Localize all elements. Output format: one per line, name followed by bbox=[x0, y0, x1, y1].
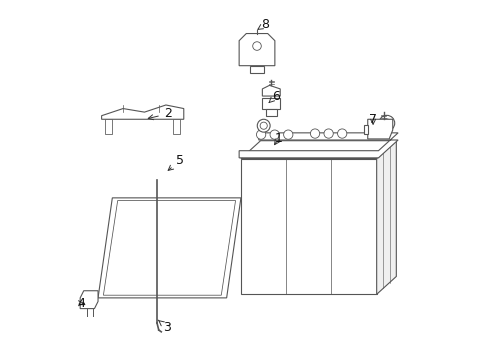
Polygon shape bbox=[376, 141, 395, 294]
Circle shape bbox=[256, 130, 265, 139]
Circle shape bbox=[382, 119, 390, 127]
Circle shape bbox=[378, 115, 394, 131]
Polygon shape bbox=[262, 98, 280, 109]
Circle shape bbox=[257, 119, 269, 132]
Polygon shape bbox=[364, 125, 367, 134]
Circle shape bbox=[260, 122, 267, 129]
Text: 6: 6 bbox=[268, 90, 279, 103]
Polygon shape bbox=[239, 133, 397, 158]
Text: 2: 2 bbox=[148, 107, 171, 120]
Circle shape bbox=[310, 129, 319, 138]
Polygon shape bbox=[102, 105, 183, 119]
Polygon shape bbox=[173, 119, 180, 134]
Text: 4: 4 bbox=[77, 297, 85, 310]
Text: 3: 3 bbox=[158, 320, 171, 334]
Circle shape bbox=[337, 129, 346, 138]
Text: 1: 1 bbox=[274, 132, 282, 145]
Polygon shape bbox=[265, 109, 276, 116]
Polygon shape bbox=[249, 66, 264, 73]
Circle shape bbox=[283, 130, 292, 139]
Text: 8: 8 bbox=[257, 18, 269, 31]
Polygon shape bbox=[241, 141, 395, 158]
Text: 7: 7 bbox=[368, 113, 376, 126]
Polygon shape bbox=[80, 291, 98, 309]
Polygon shape bbox=[239, 33, 274, 66]
Circle shape bbox=[324, 129, 333, 138]
Text: 5: 5 bbox=[168, 154, 184, 170]
Circle shape bbox=[269, 130, 279, 139]
Polygon shape bbox=[241, 158, 376, 294]
Polygon shape bbox=[105, 119, 112, 134]
Polygon shape bbox=[262, 85, 280, 96]
Polygon shape bbox=[367, 119, 392, 139]
